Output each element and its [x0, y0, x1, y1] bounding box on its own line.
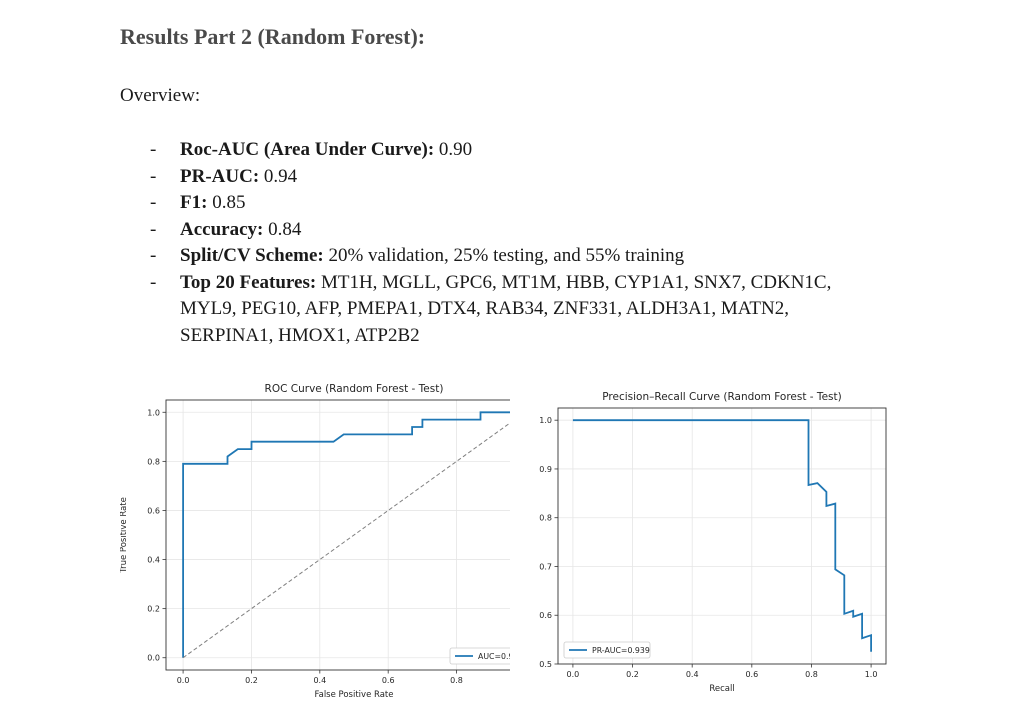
- chart-legend: AUC=0.904: [449, 647, 510, 665]
- metric-value: 20% validation, 25% testing, and 55% tra…: [323, 245, 685, 266]
- x-tick-label: 1.0: [865, 670, 878, 679]
- y-tick-label: 0.6: [147, 506, 160, 515]
- y-axis-label: Precision: [518, 517, 521, 555]
- roc-curve-chart: ROC Curve (Random Forest - Test) 0.0 0.2 0.…: [120, 383, 510, 698]
- chart-legend: PR-AUC=0.939: [563, 641, 651, 659]
- y-tick-label: 0.9: [539, 465, 552, 474]
- metric-label: Top 20 Features:: [180, 271, 317, 293]
- list-bullet: -: [150, 139, 157, 160]
- metric-label: Roc-AUC (Area Under Curve):: [180, 139, 435, 160]
- x-tick-label: 0.2: [626, 670, 639, 679]
- y-tick-label: 0.2: [147, 605, 160, 614]
- x-axis-label: Recall: [709, 684, 734, 694]
- metric-value: 0.94: [259, 165, 298, 187]
- list-bullet: -: [150, 271, 157, 293]
- series-line: [572, 419, 873, 652]
- list-bullet: -: [150, 192, 157, 213]
- x-tick-label: 0.6: [382, 676, 395, 685]
- x-tick-label: 0.0: [567, 670, 580, 679]
- metric-value: MT1H, MGLL, GPC6, MT1M, HBB, CYP1A1, SNX…: [180, 271, 832, 346]
- y-tick-label: 0.8: [147, 457, 160, 466]
- x-tick-label: 0.0: [177, 676, 190, 685]
- x-tick-label: 0.4: [313, 676, 326, 685]
- y-axis-label: True Positive Rate: [120, 497, 129, 574]
- metric-label: PR-AUC:: [180, 165, 260, 187]
- legend-label: AUC=0.904: [478, 652, 510, 661]
- metric-value: 0.84: [263, 218, 302, 240]
- legend-box: [449, 647, 510, 665]
- y-tick-label: 0.7: [539, 562, 552, 571]
- chart-title: Precision–Recall Curve (Random Forest - …: [602, 391, 841, 403]
- metric-accuracy: - Accuracy: 0.84: [150, 217, 880, 244]
- x-tick-label: 0.8: [450, 676, 463, 685]
- metric-value: 0.90: [434, 139, 473, 160]
- list-bullet: -: [150, 245, 157, 266]
- legend-box: [563, 641, 651, 659]
- metric-pr-auc: - PR-AUC: 0.94: [150, 164, 880, 191]
- y-tick-label: 0.6: [539, 611, 552, 620]
- list-bullet: -: [150, 165, 157, 187]
- y-tick-label: 1.0: [539, 416, 552, 425]
- metric-value: 0.85: [207, 192, 246, 213]
- x-tick-label: 0.4: [686, 670, 699, 679]
- y-tick-label: 0.8: [539, 514, 552, 523]
- x-tick-label: 0.2: [245, 676, 258, 685]
- x-tick-label: 0.8: [805, 670, 818, 679]
- list-bullet: -: [150, 218, 157, 240]
- y-tick-label: 0.0: [147, 654, 160, 663]
- metrics-list: - Roc-AUC (Area Under Curve): 0.90 - PR-AU…: [150, 137, 880, 349]
- page-heading: Results Part 2 (Random Forest):: [120, 24, 426, 49]
- series-line: [182, 411, 510, 658]
- precision-recall-curve-chart: Precision–Recall Curve (Random Forest - …: [518, 391, 887, 694]
- metric-split-scheme: - Split/CV Scheme: 20% validation, 25% te…: [150, 243, 880, 270]
- y-tick-label: 1.0: [147, 408, 160, 417]
- overview-label: Overview:: [120, 85, 201, 106]
- legend-label: PR-AUC=0.939: [592, 646, 650, 655]
- x-axis-label: False Positive Rate: [315, 690, 394, 698]
- metric-label: Split/CV Scheme:: [180, 245, 324, 266]
- y-tick-label: 0.5: [539, 660, 552, 669]
- plot-frame: [557, 407, 887, 665]
- plot-frame: [165, 399, 510, 671]
- y-tick-label: 0.4: [147, 556, 160, 565]
- metric-label: F1:: [180, 192, 208, 213]
- x-tick-label: 0.6: [745, 670, 758, 679]
- metric-top-features: - Top 20 Features: MT1H, MGLL, GPC6, MT1M…: [150, 270, 880, 350]
- metric-roc-auc: - Roc-AUC (Area Under Curve): 0.90: [150, 137, 880, 164]
- metric-f1: - F1: 0.85: [150, 190, 880, 217]
- chart-title: ROC Curve (Random Forest - Test): [265, 383, 444, 395]
- metric-label: Accuracy:: [180, 218, 264, 240]
- chance-diagonal-line: [182, 422, 510, 659]
